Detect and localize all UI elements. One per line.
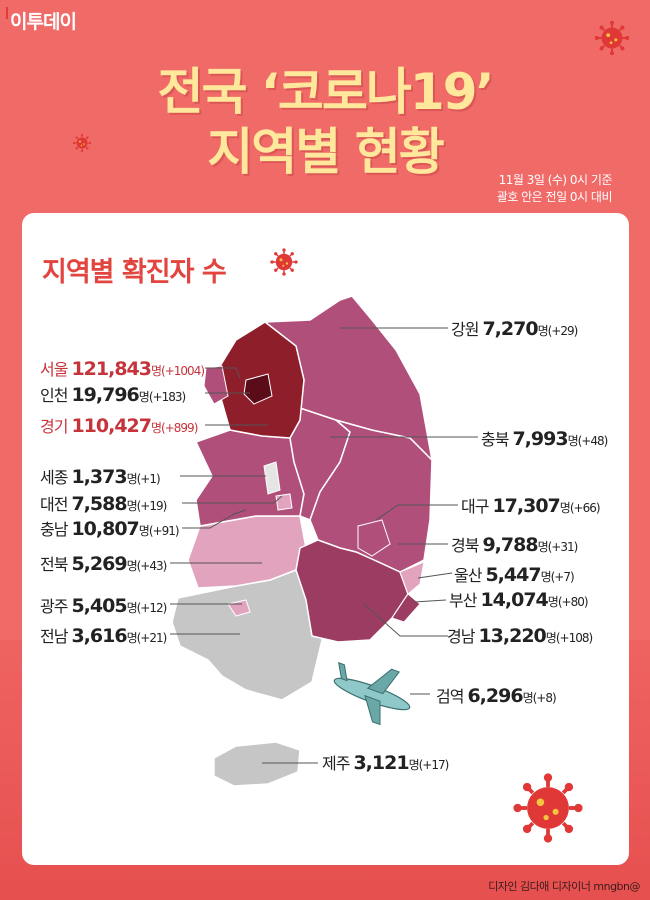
region-incheon bbox=[203, 365, 229, 405]
region-label-sejong: 세종 1,373 명 (+1) bbox=[40, 466, 161, 488]
region-ulsan bbox=[399, 561, 425, 595]
region-label-gyeonggi: 경기 110,427 명 (+899) bbox=[40, 415, 198, 437]
region-label-jeju: 제주 3,121 명 (+17) bbox=[322, 752, 449, 774]
region-label-gangwon: 강원 7,270 명 (+29) bbox=[451, 318, 578, 340]
region-label-daejeon: 대전 7,588 명 (+19) bbox=[40, 493, 167, 515]
main-title-line1: 전국 ‘코로나19’ bbox=[157, 63, 495, 121]
region-label-busan: 부산 14,074 명 (+80) bbox=[449, 589, 589, 611]
region-label-gyeongnam: 경남 13,220 명 (+108) bbox=[447, 625, 593, 647]
region-label-seoul: 서울 121,843 명 (+1004) bbox=[40, 358, 205, 380]
region-daejeon bbox=[275, 493, 293, 511]
region-label-gyeongbuk: 경북 9,788 명 (+31) bbox=[451, 534, 578, 556]
region-daegu bbox=[357, 519, 391, 557]
basis-note: 괄호 안은 전일 0시 대비 bbox=[496, 190, 613, 204]
region-label-daegu: 대구 17,307 명 (+66) bbox=[461, 495, 601, 517]
region-busan bbox=[391, 593, 421, 623]
region-label-chungnam: 충남 10,807 명 (+91) bbox=[40, 518, 180, 540]
region-label-chungbuk: 충북 7,993 명 (+48) bbox=[481, 428, 608, 450]
region-sejong bbox=[263, 461, 281, 495]
region-chungnam bbox=[194, 429, 305, 527]
region-label-ulsan: 울산 5,447 명 (+7) bbox=[454, 564, 575, 586]
basis-date: 11월 3일 (수) 0시 기준 bbox=[498, 173, 613, 187]
virus-icon bbox=[593, 19, 631, 57]
region-seoul bbox=[243, 373, 273, 405]
brand-logo: 이투데이 bbox=[6, 7, 77, 34]
main-title-line2: 지역별 현황 bbox=[207, 123, 444, 181]
airplane-icon bbox=[333, 661, 411, 726]
section-title: 지역별 확진자 수 bbox=[42, 257, 227, 288]
virus-icon bbox=[511, 771, 585, 845]
region-jeju bbox=[213, 741, 301, 787]
region-label-jeonbuk: 전북 5,269 명 (+43) bbox=[40, 553, 167, 575]
region-label-gwangju: 광주 5,405 명 (+12) bbox=[40, 595, 167, 617]
virus-icon bbox=[72, 133, 92, 153]
virus-icon bbox=[269, 247, 299, 277]
region-label-incheon: 인천 19,796 명 (+183) bbox=[40, 384, 186, 406]
region-label-quarantine: 검역 6,296 명 (+8) bbox=[436, 685, 557, 707]
region-label-jeonnam: 전남 3,616 명 (+21) bbox=[40, 625, 167, 647]
region-jeonnam bbox=[171, 569, 323, 701]
designer-credit: 디자인 김다애 디자이너 mngbn@ bbox=[488, 880, 640, 893]
